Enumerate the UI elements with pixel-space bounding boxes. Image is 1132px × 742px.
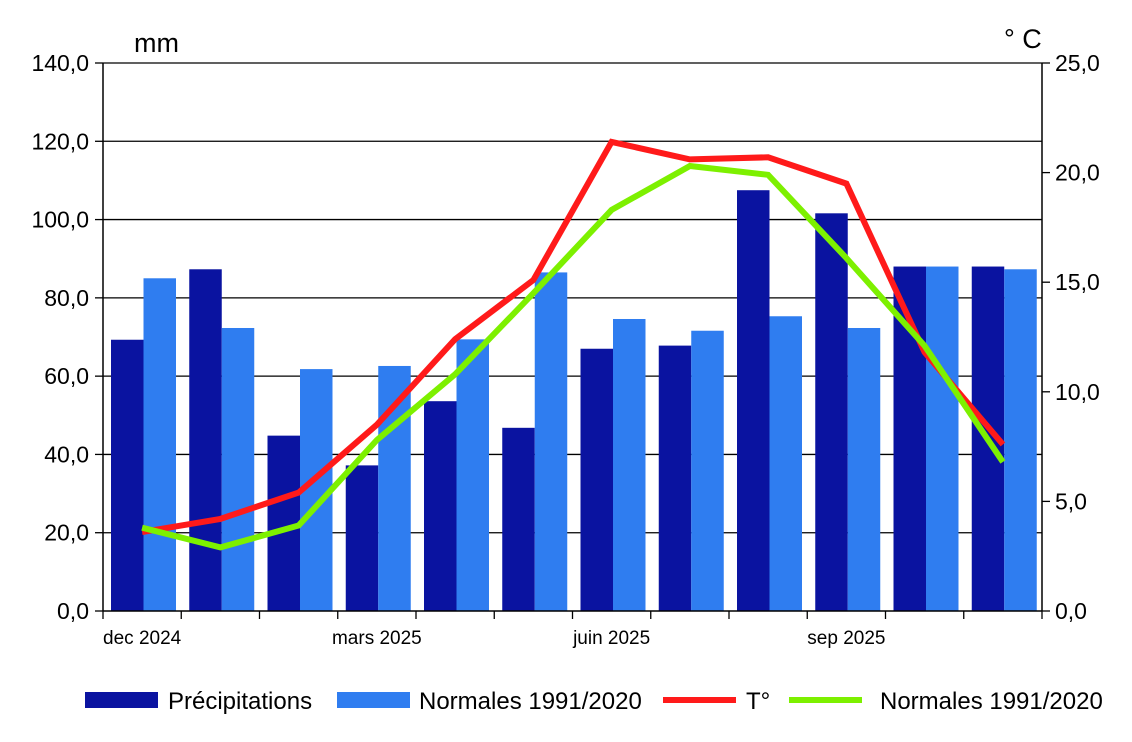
left-tick-label: 0,0 [57, 598, 89, 624]
legend-label: Normales 1991/2020 [419, 688, 642, 715]
precip-normal-bar [143, 278, 176, 611]
precip-normal-bar [221, 327, 255, 611]
precip-normal-bar [926, 266, 959, 611]
grid-layer [103, 62, 1042, 534]
temperature-normal-line [141, 162, 1006, 551]
x-tick-label: dec 2024 [103, 628, 182, 649]
right-tick-label: 20,0 [1055, 160, 1100, 186]
left-tick-label: 120,0 [31, 128, 89, 154]
x-tick-label: sep 2025 [807, 628, 885, 649]
legend: Précipitations Normales 1991/2020 T° Normal… [85, 688, 1103, 715]
axis-layer: 0,0 20,0 40,0 60,0 80,0 100,0 120,0 140,0 0,0 5,0… [31, 50, 1099, 649]
left-tick-label: 100,0 [31, 207, 89, 233]
precip-bar [580, 348, 613, 611]
right-tick-label: 10,0 [1055, 379, 1100, 405]
precip-bar [424, 401, 457, 611]
x-tick-label: mars 2025 [332, 628, 422, 649]
precip-bar [189, 269, 222, 611]
precip-normal-bar [769, 316, 802, 611]
line-layer [141, 138, 1006, 551]
right-tick-label: 5,0 [1055, 488, 1087, 514]
precip-normal-bar [691, 330, 724, 611]
precip-bar [345, 465, 379, 611]
legend-label: Précipitations [168, 688, 312, 715]
precip-normal-bar [456, 339, 489, 611]
bar-layer [111, 190, 1037, 611]
precip-normal-bar [613, 318, 646, 611]
left-tick-label: 140,0 [31, 50, 89, 76]
x-tick-label: juin 2025 [572, 628, 650, 649]
left-tick-label: 80,0 [44, 285, 89, 311]
precip-normal-bar [1004, 269, 1037, 611]
right-tick-label: 25,0 [1055, 50, 1100, 76]
right-tick-label: 0,0 [1055, 598, 1087, 624]
left-tick-label: 20,0 [44, 520, 89, 546]
precip-bar [111, 339, 144, 611]
precip-bar [267, 435, 300, 611]
left-tick-label: 60,0 [44, 363, 89, 389]
legend-swatch-bar [337, 692, 410, 708]
right-axis-unit: ° C [1004, 24, 1042, 54]
legend-swatch-bar [85, 692, 158, 708]
precip-bar [737, 190, 770, 611]
precip-normal-bar [847, 327, 881, 611]
precip-bar [815, 213, 848, 611]
legend-label: T° [746, 688, 770, 715]
precip-bar [502, 427, 535, 611]
left-axis-unit: mm [134, 28, 179, 58]
precip-normal-bar [534, 272, 568, 611]
precip-bar [658, 345, 692, 611]
left-tick-label: 40,0 [44, 441, 89, 467]
legend-label: Normales 1991/2020 [880, 688, 1103, 715]
temperature-line [141, 138, 1006, 536]
right-tick-label: 15,0 [1055, 269, 1100, 295]
